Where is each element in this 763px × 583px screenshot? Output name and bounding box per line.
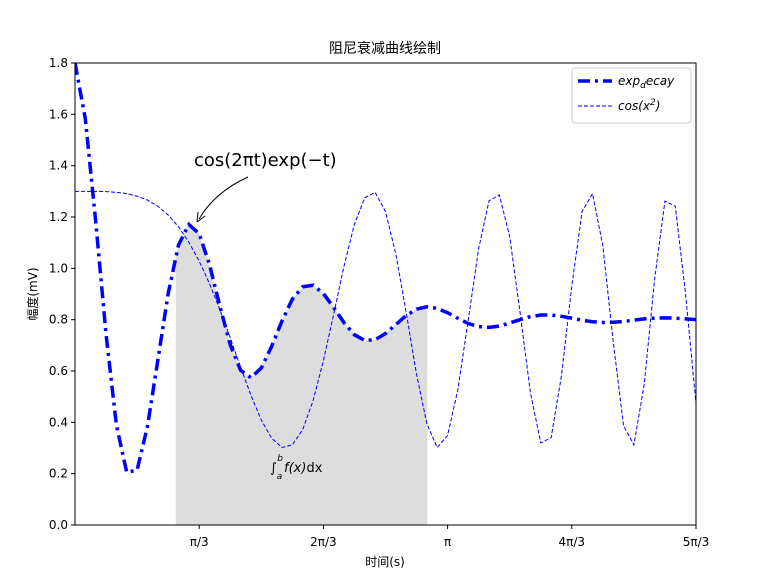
legend-label: expdecay [618,74,675,91]
y-axis-label: 幅度(mV) [25,267,40,320]
legend-part: cos(x [618,99,651,113]
legend-part: exp [618,74,640,88]
y-tick-label: 1.8 [49,56,68,70]
y-tick-label: 0.8 [49,313,68,327]
legend-part: 2 [650,98,656,108]
legend-label: cos(x2) [618,98,660,113]
legend-box [571,67,692,124]
y-tick-label: 1.2 [49,210,68,224]
integral-part: b [277,454,283,464]
integral-part: ∫ [270,461,277,476]
line [75,190,696,449]
integral-part: a [277,472,283,482]
y-tick-label: 0.4 [49,415,68,429]
x-axis-label: 时间(s) [365,555,405,569]
legend-part: ecay [646,74,675,88]
y-tick-label: 0.6 [49,364,68,378]
annotation: cos(2πt)exp(−t) [194,150,337,171]
y-tick-label: 1.6 [49,107,68,121]
y-tick-label: 0.0 [49,518,68,532]
integral-part: dx [306,461,322,476]
x-tick-label: 2π/3 [310,535,337,549]
legend-part: d [640,81,646,91]
y-tick-label: 1.4 [49,159,68,173]
annotation-arrow [198,176,249,220]
line [75,63,696,475]
integral-part: f(x) [284,461,306,476]
integral-label: ∫abf(x)dx [270,454,323,482]
plot-frame [74,62,697,526]
y-tick-label: 1.0 [49,261,68,275]
legend-part: ) [655,99,661,113]
x-tick-label: π [444,535,451,549]
y-tick-label: 0.2 [49,467,68,481]
x-tick-label: 5π/3 [683,535,710,549]
x-tick-label: 4π/3 [559,535,586,549]
fill-area [175,224,428,525]
chart-title: 阻尼衰减曲线绘制 [329,40,441,57]
arrow-head [196,211,206,223]
x-tick-label: π/3 [190,535,209,549]
